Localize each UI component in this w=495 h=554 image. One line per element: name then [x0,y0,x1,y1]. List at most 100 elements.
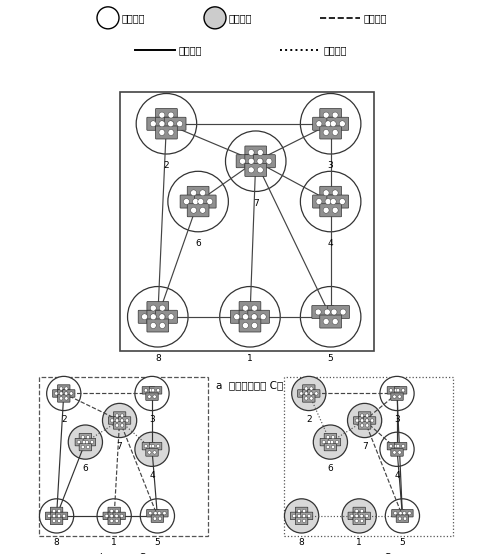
Circle shape [115,414,119,417]
Circle shape [199,190,205,196]
FancyBboxPatch shape [245,163,267,176]
Circle shape [398,451,401,454]
Ellipse shape [226,131,286,192]
Circle shape [59,397,63,400]
FancyBboxPatch shape [395,443,407,450]
Circle shape [115,419,119,422]
Circle shape [159,121,165,127]
FancyBboxPatch shape [401,510,413,517]
Circle shape [360,419,364,422]
Circle shape [251,322,257,329]
Circle shape [396,444,400,448]
Circle shape [57,514,61,517]
FancyBboxPatch shape [348,512,360,520]
Ellipse shape [136,94,197,154]
FancyBboxPatch shape [57,390,70,397]
FancyBboxPatch shape [387,387,399,394]
Circle shape [248,158,254,164]
Circle shape [70,392,73,395]
Ellipse shape [300,94,361,154]
Circle shape [159,322,165,329]
Circle shape [370,419,374,422]
FancyBboxPatch shape [187,204,209,217]
Circle shape [399,511,402,515]
FancyBboxPatch shape [149,443,162,450]
FancyBboxPatch shape [55,512,68,520]
Text: 8: 8 [53,537,59,546]
Ellipse shape [220,286,280,347]
Circle shape [331,435,335,439]
FancyBboxPatch shape [46,512,58,520]
FancyBboxPatch shape [236,155,258,168]
Circle shape [191,207,197,213]
Text: 4: 4 [149,471,155,480]
Circle shape [257,150,263,156]
Ellipse shape [342,499,376,533]
Circle shape [151,389,155,392]
Text: 1: 1 [111,537,117,546]
FancyBboxPatch shape [358,422,371,429]
Text: 7: 7 [253,199,258,208]
Circle shape [110,419,114,422]
FancyBboxPatch shape [142,443,154,450]
Circle shape [243,314,249,320]
Circle shape [327,440,331,444]
FancyBboxPatch shape [57,394,70,402]
Circle shape [115,514,118,517]
Bar [39,377,208,536]
FancyBboxPatch shape [180,195,202,208]
Circle shape [156,389,160,392]
FancyBboxPatch shape [103,512,115,520]
FancyBboxPatch shape [245,155,267,168]
Ellipse shape [385,499,420,533]
FancyBboxPatch shape [297,390,310,397]
Circle shape [62,514,66,517]
FancyBboxPatch shape [62,390,75,397]
Ellipse shape [204,7,226,29]
Circle shape [355,509,358,512]
FancyBboxPatch shape [79,443,92,451]
FancyBboxPatch shape [239,310,261,324]
Ellipse shape [102,403,137,438]
Ellipse shape [313,425,347,459]
Circle shape [248,167,254,173]
Text: 正常链路: 正常链路 [179,45,202,55]
Circle shape [142,314,148,320]
Ellipse shape [347,403,382,438]
Ellipse shape [380,432,414,466]
Text: 孤立链路: 孤立链路 [324,45,347,55]
Circle shape [340,309,346,315]
Circle shape [305,392,308,395]
Circle shape [60,392,63,395]
Circle shape [150,121,156,127]
Circle shape [322,440,326,444]
Circle shape [59,387,63,390]
Circle shape [360,509,363,512]
Circle shape [243,314,248,320]
FancyBboxPatch shape [312,305,334,319]
Circle shape [330,440,334,444]
FancyBboxPatch shape [108,512,120,520]
Circle shape [57,514,60,517]
FancyBboxPatch shape [396,515,409,522]
FancyBboxPatch shape [392,510,404,517]
Circle shape [257,158,263,164]
Circle shape [154,511,157,515]
Text: 3: 3 [328,161,334,170]
Circle shape [110,519,113,522]
FancyBboxPatch shape [391,449,403,456]
Circle shape [355,419,359,422]
Circle shape [52,519,55,522]
Circle shape [153,451,156,454]
Text: 3: 3 [394,415,400,424]
Circle shape [52,509,55,512]
Circle shape [115,509,118,512]
Bar [120,92,374,351]
FancyBboxPatch shape [327,195,348,208]
Circle shape [120,514,123,517]
FancyBboxPatch shape [324,433,337,441]
FancyBboxPatch shape [108,417,121,424]
FancyBboxPatch shape [296,507,308,515]
Circle shape [52,514,55,517]
Circle shape [243,322,248,329]
